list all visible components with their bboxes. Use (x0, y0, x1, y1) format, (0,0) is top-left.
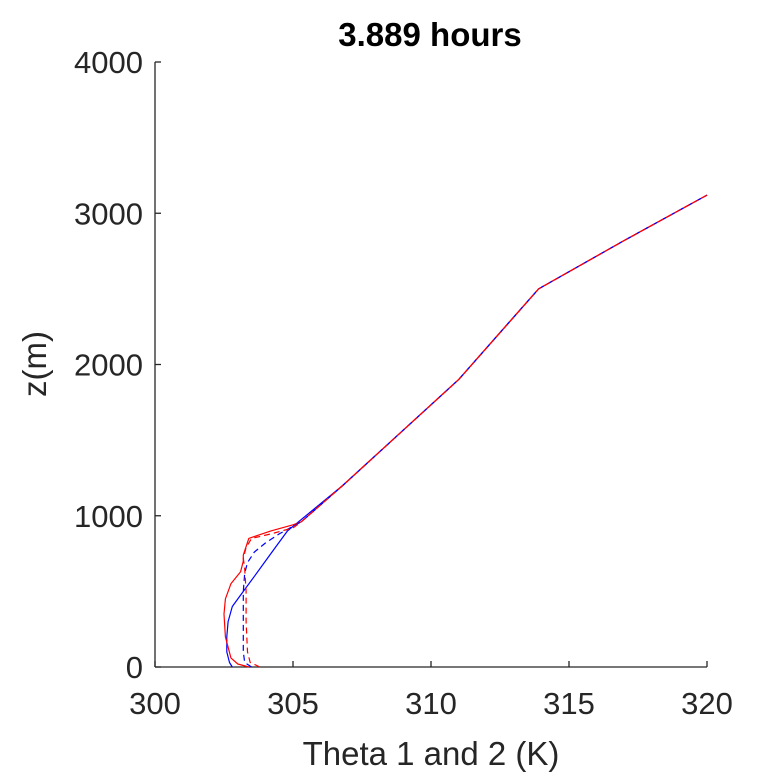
series-line-4 (242, 194, 708, 668)
x-tick-label: 315 (543, 686, 595, 721)
x-tick-label: 320 (681, 686, 733, 721)
series-line-1 (226, 194, 708, 668)
y-axis-label: z(m) (16, 331, 53, 397)
series-line-2 (223, 194, 708, 668)
x-tick-label: 305 (267, 686, 319, 721)
chart-title: 3.889 hours (338, 16, 521, 53)
y-tick-label: 0 (126, 650, 143, 685)
x-tick-label: 300 (129, 686, 181, 721)
y-tick-label: 3000 (74, 196, 143, 231)
y-tick-label: 4000 (74, 45, 143, 80)
y-tick-label: 2000 (74, 348, 143, 383)
series-group (223, 194, 708, 668)
y-tick-label: 1000 (74, 499, 143, 534)
series-line-3 (242, 194, 708, 668)
y-ticks: 0 1000 2000 3000 4000 (74, 45, 161, 685)
x-ticks: 300 305 310 315 320 (129, 661, 733, 721)
x-tick-label: 310 (405, 686, 457, 721)
x-axis-label: Theta 1 and 2 (K) (303, 735, 560, 772)
